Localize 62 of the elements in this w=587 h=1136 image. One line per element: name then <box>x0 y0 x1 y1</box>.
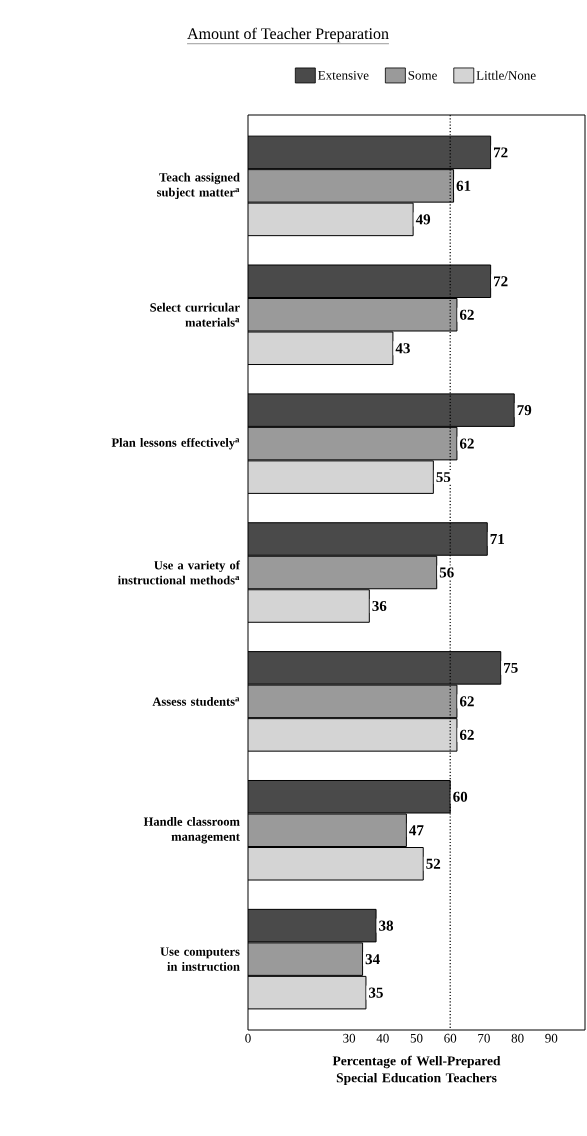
y-tick-label: Handle classroom management <box>143 817 240 844</box>
bar <box>248 393 515 427</box>
bar <box>248 589 370 623</box>
bar <box>248 331 394 366</box>
data-label: 52 <box>426 858 441 869</box>
data-label: 34 <box>365 954 380 965</box>
bar <box>248 908 377 943</box>
bar <box>248 684 458 719</box>
y-tick-label: Plan lessons effectively$^{a}$ <box>111 437 240 450</box>
data-label: 62 <box>459 696 474 707</box>
bar <box>248 426 458 461</box>
bar <box>248 202 414 237</box>
data-label: 71 <box>490 534 504 544</box>
bar <box>248 522 488 556</box>
data-label: 72 <box>494 276 508 287</box>
bar <box>248 460 434 494</box>
x-tick-label: 70 <box>478 1033 490 1043</box>
x-tick-label: 50 <box>410 1033 423 1043</box>
data-label: 60 <box>453 791 468 802</box>
data-label: 62 <box>459 729 474 740</box>
bar <box>248 169 455 203</box>
legend-label: Some <box>408 70 437 80</box>
data-label: 56 <box>439 567 454 578</box>
x-axis-title: Percentage of Well-Prepared Special Education Teachers <box>332 1055 501 1086</box>
y-tick-label: Assess students$^{a}$ <box>152 696 240 706</box>
x-tick-label: 30 <box>343 1033 356 1043</box>
x-tick-label: 90 <box>545 1033 558 1043</box>
data-label: 62 <box>459 309 474 320</box>
bar <box>248 718 458 752</box>
data-label: 43 <box>395 343 410 354</box>
data-label: 55 <box>436 472 451 483</box>
y-tick-label: Use a variety of instructional methods$^{a}$ <box>117 560 241 585</box>
data-label: 75 <box>504 662 518 673</box>
data-label: 72 <box>494 147 508 158</box>
x-tick-label: 0 <box>245 1033 251 1043</box>
bar <box>248 975 367 1010</box>
data-label: 47 <box>409 825 424 836</box>
x-tick-label: 60 <box>444 1033 457 1043</box>
x-tick-label: 80 <box>511 1033 524 1043</box>
data-label: 49 <box>415 214 431 225</box>
bar <box>248 942 364 976</box>
bar <box>248 264 492 298</box>
y-tick-label: Use computers in instruction <box>160 947 240 971</box>
bar <box>248 298 458 332</box>
bar <box>248 651 502 685</box>
data-label: 79 <box>517 405 532 416</box>
bar <box>248 813 407 848</box>
bar <box>248 555 438 590</box>
legend-label: Extensive <box>318 70 369 80</box>
y-tick-label: Teach assigned subject matter$^{a}$ <box>156 172 240 200</box>
data-label: 36 <box>372 600 387 612</box>
bar <box>248 847 424 881</box>
x-tick-label: 40 <box>376 1033 389 1043</box>
y-tick-label: Select curricular materials$^{a}$ <box>150 302 240 327</box>
legend-label: Little/None <box>476 70 536 80</box>
bar <box>248 780 451 814</box>
data-label: 61 <box>456 180 471 191</box>
data-label: 38 <box>379 920 394 931</box>
bar <box>248 135 492 170</box>
legend-title: Amount of Teacher Preparation <box>187 27 389 43</box>
data-label: 35 <box>369 987 383 998</box>
data-label: 62 <box>459 438 474 449</box>
